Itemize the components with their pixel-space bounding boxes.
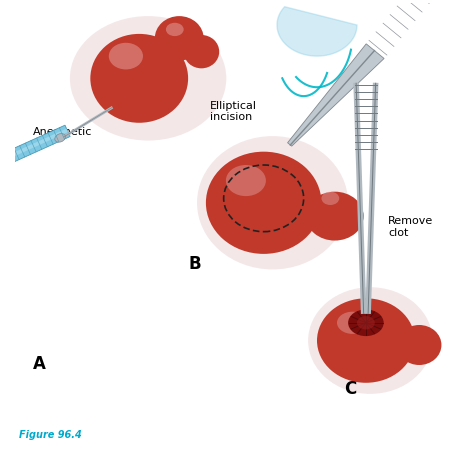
Polygon shape [277,7,357,56]
Ellipse shape [55,134,65,142]
Ellipse shape [197,136,348,270]
Ellipse shape [308,287,433,394]
Ellipse shape [306,192,364,241]
Ellipse shape [109,43,143,69]
Ellipse shape [0,153,11,167]
Polygon shape [288,44,384,146]
Ellipse shape [91,34,188,123]
Text: Figure 96.4: Figure 96.4 [19,430,82,441]
Text: Remove
clot: Remove clot [388,216,433,238]
Ellipse shape [226,165,266,196]
Text: B: B [188,256,201,274]
Ellipse shape [397,325,441,365]
Ellipse shape [337,312,368,334]
Ellipse shape [357,316,375,329]
Ellipse shape [183,35,219,68]
Text: Elliptical
incision: Elliptical incision [210,100,257,122]
Ellipse shape [321,192,339,205]
Ellipse shape [155,16,204,61]
Ellipse shape [206,152,321,254]
Ellipse shape [166,23,183,36]
Ellipse shape [317,298,415,383]
Polygon shape [9,125,70,162]
Polygon shape [10,129,68,158]
Ellipse shape [70,16,226,140]
Text: C: C [344,380,356,398]
Text: A: A [33,356,46,373]
Ellipse shape [348,310,383,336]
Text: Anesthetic: Anesthetic [33,127,92,137]
